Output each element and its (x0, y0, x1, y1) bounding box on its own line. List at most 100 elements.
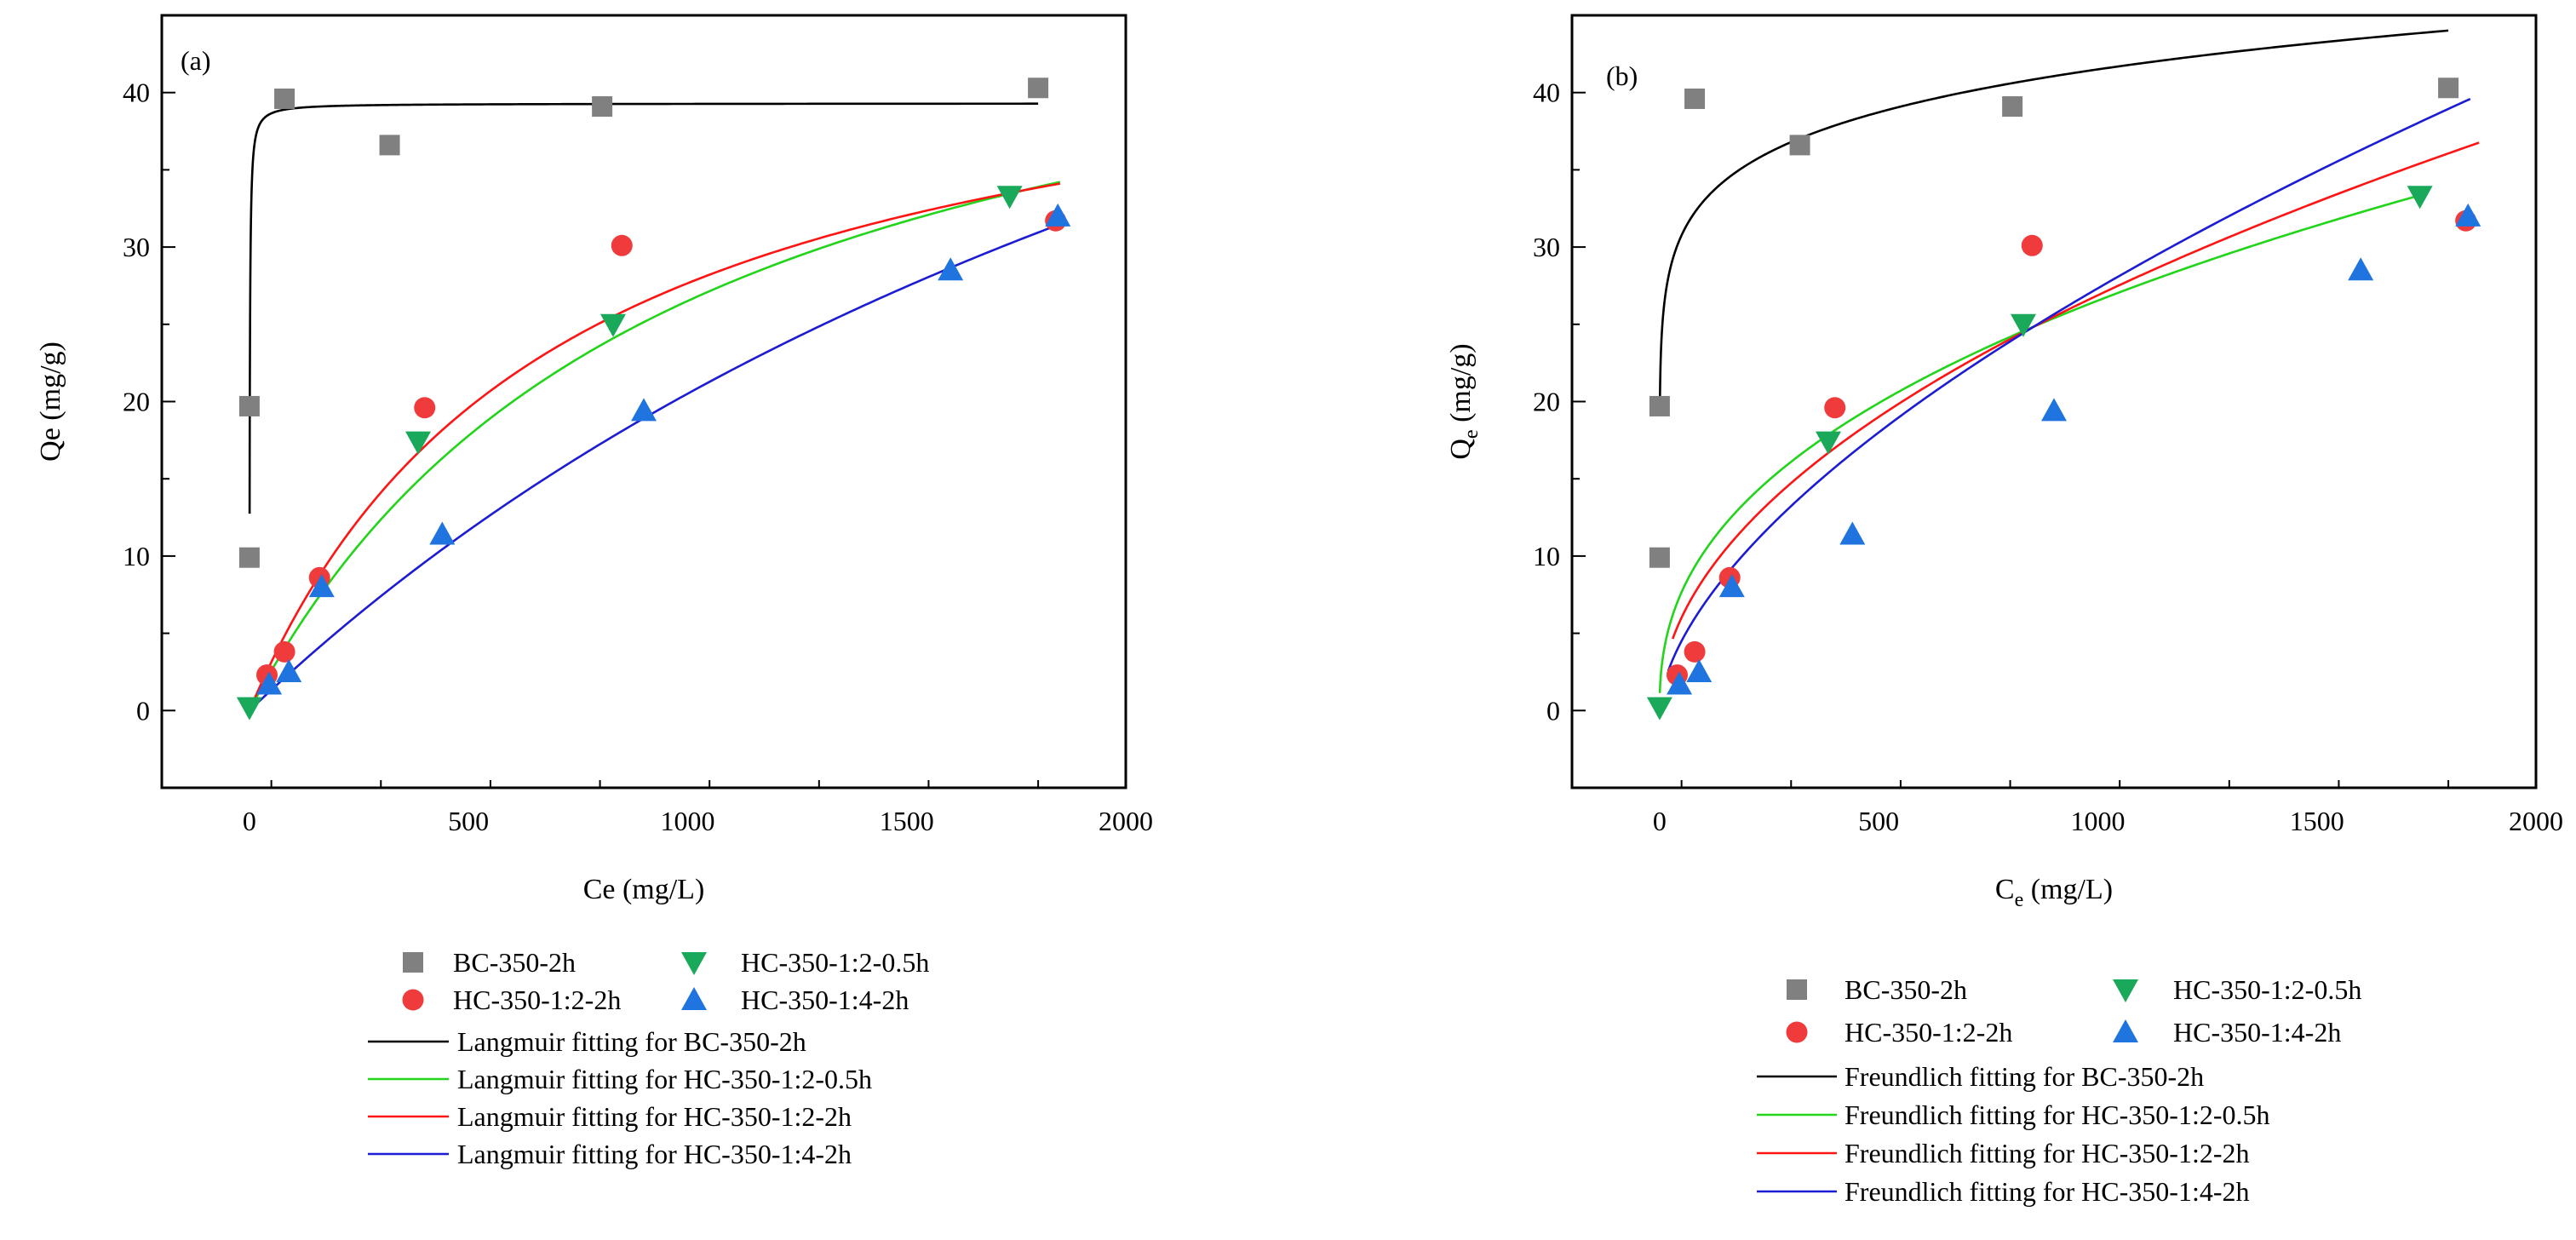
y-tick-label: 0 (136, 695, 150, 726)
data-point (414, 397, 436, 419)
chart-panel-b: 0 500 1000 1500 2000 0 10 20 30 40 Ce (mg/L) Qe (mg… (1445, 14, 2563, 1207)
data-point (308, 574, 335, 598)
fit-line (1658, 193, 2423, 693)
legend-marker (681, 987, 707, 1010)
data-point (1718, 574, 1745, 598)
fit-line (248, 181, 1061, 712)
x-tick-label: 1000 (2070, 806, 2125, 836)
legend-marker (402, 989, 424, 1011)
x-tick-label: 500 (448, 806, 489, 836)
data-point (1028, 78, 1049, 99)
fit-line (248, 182, 1061, 712)
legend-label: Langmuir fitting for HC-350-1:2-0.5h (457, 1064, 872, 1094)
legend-label: Langmuir fitting for HC-350-1:4-2h (457, 1139, 852, 1169)
data-point (276, 658, 302, 682)
data-point (273, 640, 295, 663)
x-tick-label: 500 (1858, 806, 1899, 836)
data-point (429, 521, 456, 545)
legend-label: Freundlich fitting for HC-350-1:4-2h (1845, 1176, 2249, 1207)
y-tick-label: 0 (1546, 695, 1560, 726)
data-point (1789, 135, 1810, 156)
data-point (1045, 203, 1071, 227)
y-axis-label: Qe (mg/g) (1445, 343, 1483, 459)
data-point (611, 234, 633, 256)
x-tick-label: 2000 (2509, 806, 2563, 836)
y-tick-label: 40 (123, 78, 150, 108)
panel-label: (a) (181, 45, 211, 76)
data-point (1839, 521, 1866, 545)
data-point (1649, 547, 1670, 568)
legend-marker (403, 952, 423, 973)
data-point (1824, 397, 1846, 419)
legend-label: HC-350-1:2-0.5h (2173, 974, 2361, 1005)
data-point (2010, 313, 2036, 337)
data-point (256, 671, 283, 695)
legend-label: HC-350-1:2-2h (453, 985, 621, 1015)
data-point (1684, 640, 1706, 663)
data-point (2348, 257, 2374, 281)
data-point (2438, 78, 2459, 99)
data-point (238, 395, 260, 416)
legend-label: HC-350-1:2-0.5h (741, 947, 929, 978)
panel-label: (b) (1606, 60, 1638, 91)
data-point (1816, 431, 1842, 455)
data-point (274, 88, 295, 109)
data-point (379, 135, 400, 156)
legend-label: HC-350-1:4-2h (741, 985, 909, 1015)
chart-panel-a: 0 500 1000 1500 2000 0 10 20 30 40 Ce (mg/L) Qe (mg… (35, 14, 1153, 1169)
data-point (405, 431, 432, 455)
x-axis-label: Ce (mg/L) (1995, 874, 2113, 911)
y-tick-label: 10 (1533, 541, 1560, 571)
legend-marker (681, 952, 707, 975)
y-tick-label: 20 (123, 387, 150, 417)
x-tick-label: 1500 (880, 806, 934, 836)
legend-marker (1786, 1021, 1808, 1043)
legend-label: Langmuir fitting for BC-350-2h (457, 1026, 806, 1057)
y-tick-label: 20 (1533, 387, 1560, 417)
legend-label: BC-350-2h (1845, 974, 1967, 1005)
data-point (1649, 395, 1670, 416)
data-point (592, 96, 613, 118)
y-tick-label: 10 (123, 541, 150, 571)
data-point (1686, 658, 1713, 682)
data-point (938, 257, 964, 281)
data-point (2407, 186, 2433, 210)
data-point (2041, 398, 2067, 422)
fit-line (248, 102, 1039, 514)
legend-label: Freundlich fitting for HC-350-1:2-2h (1845, 1138, 2249, 1168)
data-point (1646, 697, 1672, 720)
data-point (236, 697, 262, 720)
legend-label: Freundlich fitting for HC-350-1:2-0.5h (1845, 1099, 2269, 1130)
legend-label: HC-350-1:4-2h (2173, 1017, 2341, 1048)
data-point (238, 547, 260, 568)
data-point (2455, 203, 2481, 227)
x-tick-label: 0 (243, 806, 256, 836)
data-point (600, 313, 626, 337)
legend-marker (2113, 1019, 2138, 1042)
data-point (631, 398, 657, 422)
y-tick-label: 40 (1533, 78, 1560, 108)
legend-label: HC-350-1:2-2h (1845, 1017, 2012, 1048)
y-tick-label: 30 (1533, 232, 1560, 262)
x-tick-label: 1000 (660, 806, 714, 836)
legend-label: Langmuir fitting for HC-350-1:2-2h (457, 1101, 852, 1132)
x-tick-label: 1500 (2290, 806, 2344, 836)
legend-marker (2113, 979, 2138, 1002)
fit-line (1672, 141, 2480, 640)
x-tick-label: 2000 (1099, 806, 1153, 836)
y-axis-label: Qe (mg/g) (35, 342, 66, 462)
legend-label: Freundlich fitting for BC-350-2h (1845, 1061, 2204, 1092)
x-tick-label: 0 (1653, 806, 1667, 836)
legend-marker (1787, 979, 1807, 1000)
data-point (2002, 96, 2023, 118)
x-axis-label: Ce (mg/L) (583, 874, 705, 905)
data-point (2021, 234, 2043, 256)
fit-line (1658, 29, 2449, 411)
data-point (996, 186, 1023, 210)
y-tick-label: 30 (123, 232, 150, 262)
data-point (1667, 671, 1693, 695)
fit-line (1667, 97, 2471, 672)
legend-label: BC-350-2h (453, 947, 576, 978)
